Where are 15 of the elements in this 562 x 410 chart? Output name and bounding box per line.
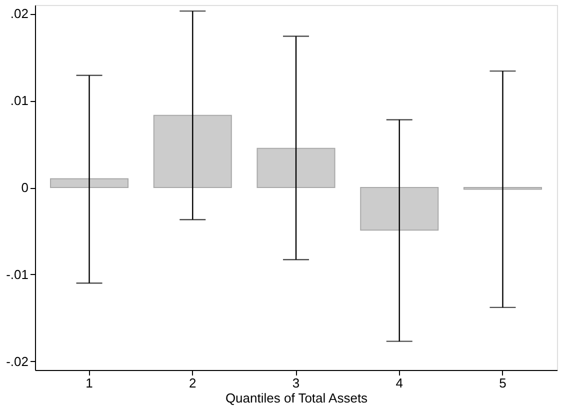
y-tick-label: -.02	[6, 354, 28, 369]
x-tick-label: 1	[86, 376, 93, 390]
x-tick-label: 2	[189, 376, 196, 390]
y-tick-label: -.01	[6, 266, 28, 282]
x-axis-title: Quantiles of Total Assets	[225, 390, 368, 406]
bar	[360, 187, 439, 231]
y-tick-label: 0	[21, 180, 28, 195]
x-tick-label: 4	[396, 376, 403, 390]
x-tick-label: 3	[292, 376, 300, 390]
y-tick-label: .01	[10, 93, 28, 108]
bar	[50, 178, 129, 188]
y-tick-label: .02	[10, 6, 28, 22]
x-tick-label: 5	[499, 376, 506, 390]
bar	[153, 114, 232, 188]
bar	[256, 148, 336, 188]
